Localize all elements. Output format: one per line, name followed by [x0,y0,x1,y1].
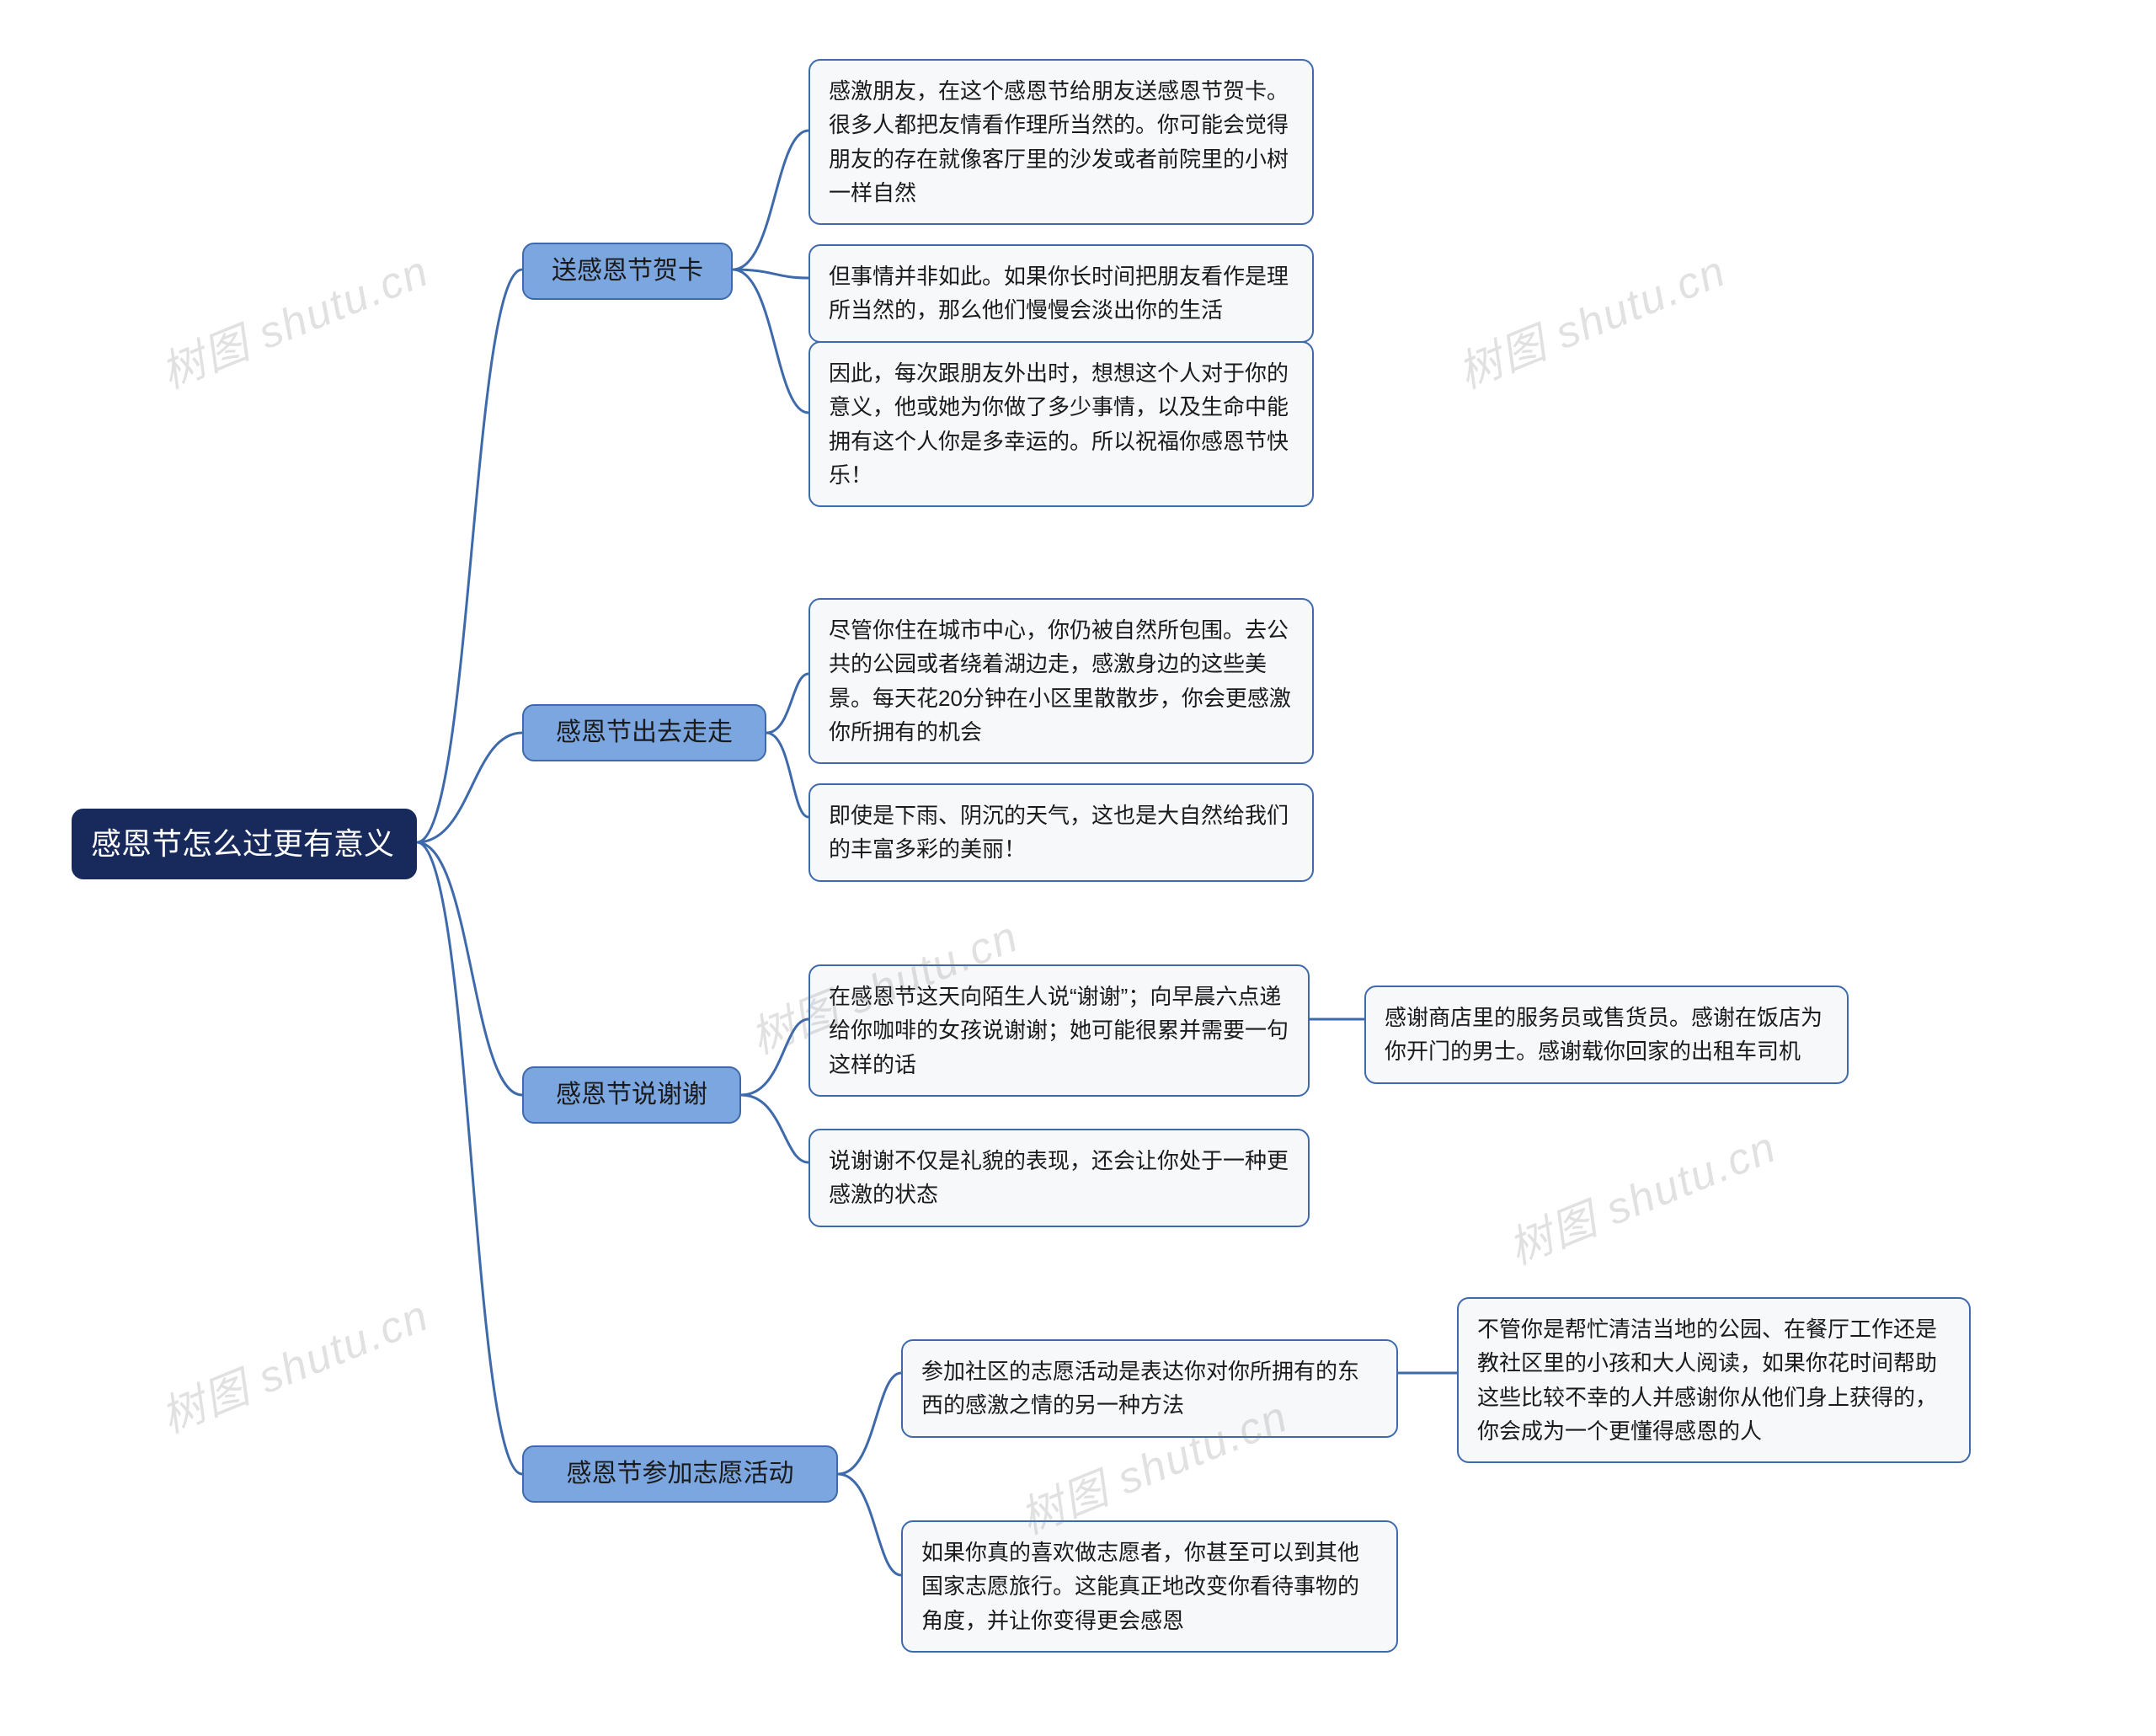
leaf-text: 即使是下雨、阴沉的天气，这也是大自然给我们的丰富多彩的美丽！ [829,799,1294,867]
leaf-text: 因此，每次跟朋友外出时，想想这个人对于你的意义，他或她为你做了多少事情，以及生命… [829,356,1294,492]
leaf-node[interactable]: 感激朋友，在这个感恩节给朋友送感恩节贺卡。很多人都把友情看作理所当然的。你可能会… [808,59,1314,225]
leaf-node[interactable]: 即使是下雨、阴沉的天气，这也是大自然给我们的丰富多彩的美丽！ [808,783,1314,882]
leaf-text: 尽管你住在城市中心，你仍被自然所包围。去公共的公园或者绕着湖边走，感激身边的这些… [829,613,1294,749]
leaf-node[interactable]: 尽管你住在城市中心，你仍被自然所包围。去公共的公园或者绕着湖边走，感激身边的这些… [808,598,1314,764]
root-node[interactable]: 感恩节怎么过更有意义 [72,809,417,879]
watermark: 树图 shutu.cn [1447,236,1734,401]
mindmap-canvas: 感恩节怎么过更有意义 送感恩节贺卡 感激朋友，在这个感恩节给朋友送感恩节贺卡。很… [0,0,2156,1736]
leaf-text: 不管你是帮忙清洁当地的公园、在餐厅工作还是教社区里的小孩和大人阅读，如果你花时间… [1477,1312,1951,1448]
watermark: 树图 shutu.cn [150,1280,437,1445]
leaf-text: 感谢商店里的服务员或售货员。感谢在饭店为你开门的男士。感谢载你回家的出租车司机 [1385,1001,1828,1069]
leaf-node[interactable]: 在感恩节这天向陌生人说“谢谢”；向早晨六点递给你咖啡的女孩说谢谢；她可能很累并需… [808,964,1310,1097]
branch-label: 感恩节参加志愿活动 [567,1455,794,1494]
watermark: 树图 shutu.cn [1497,1112,1785,1277]
branch-thanks-node[interactable]: 感恩节说谢谢 [522,1066,741,1124]
leaf-text: 在感恩节这天向陌生人说“谢谢”；向早晨六点递给你咖啡的女孩说谢谢；她可能很累并需… [829,980,1289,1082]
root-label: 感恩节怎么过更有意义 [91,820,394,868]
leaf-text: 说谢谢不仅是礼貌的表现，还会让你处于一种更感激的状态 [829,1144,1289,1212]
leaf-text: 但事情并非如此。如果你长时间把朋友看作是理所当然的，那么他们慢慢会淡出你的生活 [829,259,1294,328]
branch-label: 感恩节说谢谢 [556,1076,707,1115]
branch-label: 感恩节出去走走 [556,713,733,753]
branch-label: 送感恩节贺卡 [552,252,703,291]
leaf-text: 感激朋友，在这个感恩节给朋友送感恩节贺卡。很多人都把友情看作理所当然的。你可能会… [829,74,1294,210]
branch-walk-node[interactable]: 感恩节出去走走 [522,704,766,761]
leaf-text: 参加社区的志愿活动是表达你对你所拥有的东西的感激之情的另一种方法 [921,1354,1378,1423]
leaf-node[interactable]: 感谢商店里的服务员或售货员。感谢在饭店为你开门的男士。感谢载你回家的出租车司机 [1364,986,1849,1084]
leaf-node[interactable]: 如果你真的喜欢做志愿者，你甚至可以到其他国家志愿旅行。这能真正地改变你看待事物的… [901,1520,1398,1653]
branch-card-node[interactable]: 送感恩节贺卡 [522,243,733,300]
leaf-node[interactable]: 因此，每次跟朋友外出时，想想这个人对于你的意义，他或她为你做了多少事情，以及生命… [808,341,1314,507]
leaf-node[interactable]: 说谢谢不仅是礼貌的表现，还会让你处于一种更感激的状态 [808,1129,1310,1227]
branch-volunteer-node[interactable]: 感恩节参加志愿活动 [522,1445,838,1503]
watermark: 树图 shutu.cn [150,236,437,401]
leaf-node[interactable]: 参加社区的志愿活动是表达你对你所拥有的东西的感激之情的另一种方法 [901,1339,1398,1438]
leaf-text: 如果你真的喜欢做志愿者，你甚至可以到其他国家志愿旅行。这能真正地改变你看待事物的… [921,1536,1378,1637]
leaf-node[interactable]: 但事情并非如此。如果你长时间把朋友看作是理所当然的，那么他们慢慢会淡出你的生活 [808,244,1314,343]
leaf-node[interactable]: 不管你是帮忙清洁当地的公园、在餐厅工作还是教社区里的小孩和大人阅读，如果你花时间… [1457,1297,1971,1463]
